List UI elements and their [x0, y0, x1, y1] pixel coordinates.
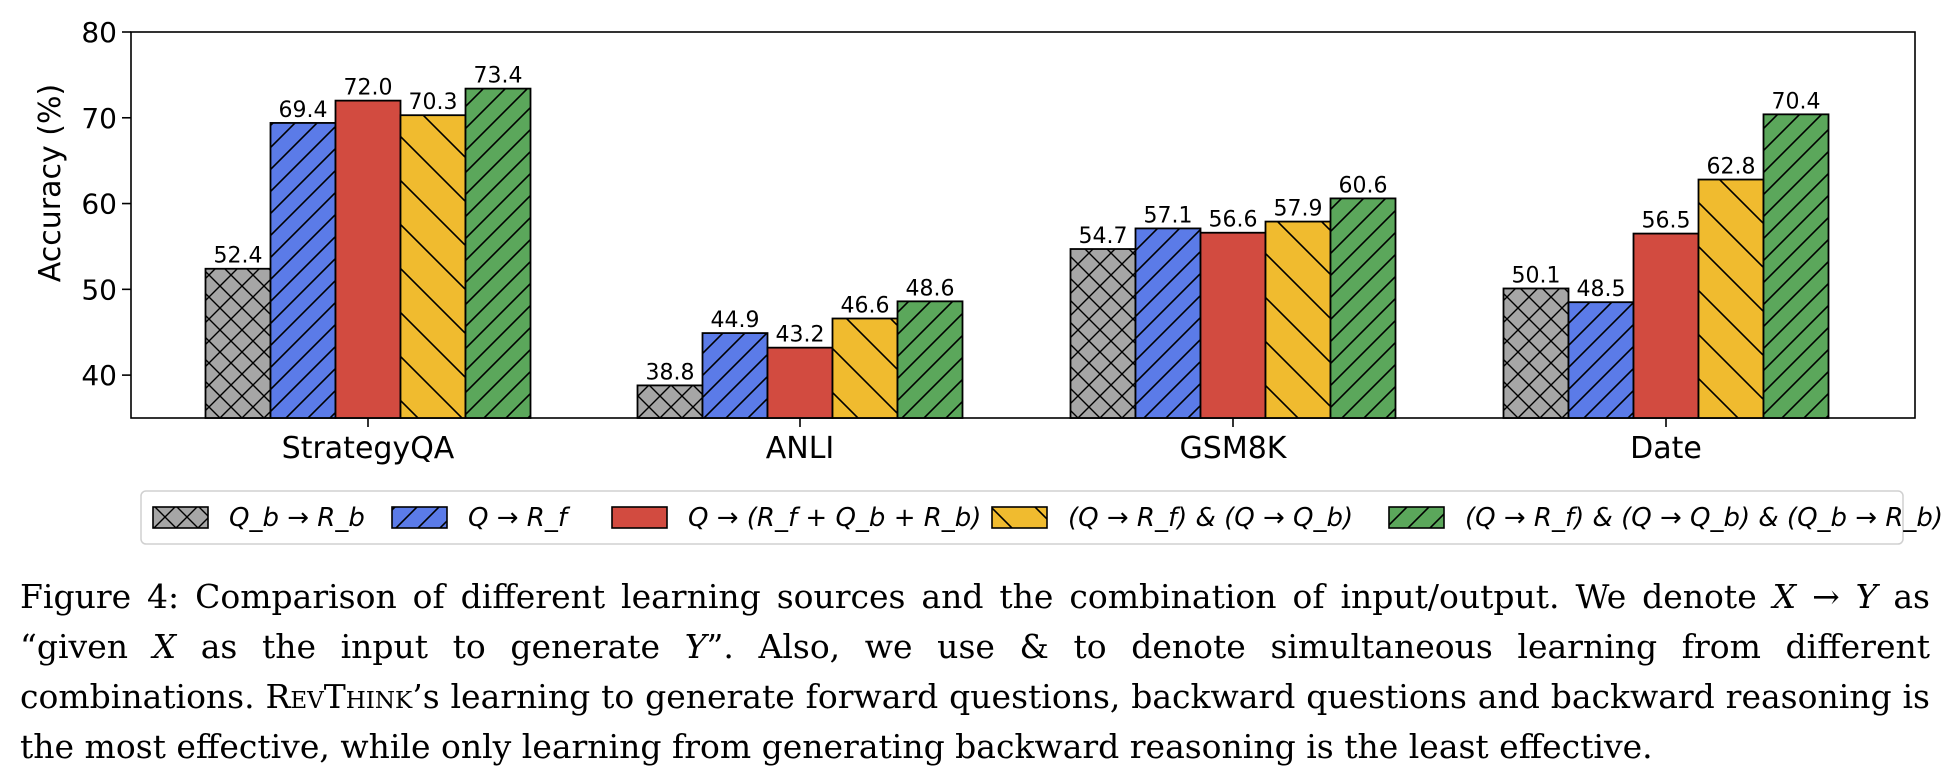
bar-chart: 52.4 38.8 54.7 50.1 69.4 44.9 57.1 48.5 72.0 43.2…: [33, 16, 1943, 545]
bar-label-gsm8k-series-3: 56.6: [1209, 208, 1258, 233]
caption-math-c: Y: [684, 627, 707, 666]
caption-brand: RevThink: [265, 677, 413, 716]
plot-frame: [130, 31, 1916, 419]
bar-label-gsm8k-series-1: 54.7: [1079, 224, 1128, 249]
bar-label-anli-series-2: 44.9: [711, 308, 760, 333]
legend-swatch-edge-1: [152, 506, 209, 529]
bar-hatch-strategyqa-series-4: [400, 115, 466, 419]
caption-text-e: ’s learning to generate forward question…: [20, 677, 1930, 766]
caption-label: Figure 4:: [20, 577, 180, 616]
bar-hatch-anli-series-2: [702, 333, 768, 418]
bar-strategyqa-series-3: [335, 100, 401, 418]
bar-hatch-date-series-2: [1568, 302, 1634, 418]
y-tick-label-50: 50: [81, 273, 117, 306]
bar-edge-strategyqa-series-5: [464, 87, 532, 419]
legend-entry-2: Q → R_f: [391, 503, 571, 533]
bar-hatch-strategyqa-series-1: [205, 268, 271, 418]
y-axis-label: Accuracy (%): [33, 84, 68, 282]
y-tick-label-40: 40: [81, 359, 117, 392]
bar-label-strategyqa-series-1: 52.4: [214, 244, 263, 269]
bar-label-date-series-2: 48.5: [1577, 277, 1626, 302]
x-tick-label-anli: ANLI: [766, 431, 835, 466]
bar-label-gsm8k-series-5: 60.6: [1339, 173, 1388, 198]
bar-hatch-date-series-4: [1698, 179, 1764, 418]
bar-hatch-gsm8k-series-4: [1265, 221, 1331, 418]
bar-label-gsm8k-series-4: 57.9: [1274, 197, 1323, 222]
bar-label-anli-series-1: 38.8: [646, 360, 695, 385]
bar-gsm8k-series-3: [1200, 232, 1266, 418]
bar-label-anli-series-5: 48.6: [906, 276, 955, 301]
legend-swatch-edge-3: [611, 506, 668, 529]
bar-edge-gsm8k-series-5: [1329, 197, 1397, 419]
figure-caption: Figure 4: Comparison of different learni…: [20, 572, 1930, 772]
bar-label-date-series-3: 56.5: [1642, 209, 1691, 234]
legend-label-5: (Q → R_f) & (Q → Q_b) & (Q_b → R_b): [1465, 503, 1943, 533]
bar-edge-date-series-5: [1762, 113, 1830, 419]
bars: [204, 87, 1830, 419]
legend-swatch-hatch-1: [153, 507, 208, 528]
x-tick-label-date: Date: [1630, 431, 1702, 466]
legend-swatch-edge-4: [991, 506, 1048, 529]
legend-label-1: Q_b → R_b: [229, 503, 365, 533]
y-tick-label-60: 60: [81, 188, 117, 221]
bar-label-date-series-1: 50.1: [1512, 263, 1561, 288]
legend-swatch-hatch-2: [392, 507, 447, 528]
legend-entry-1: Q_b → R_b: [152, 503, 365, 533]
legend-label-4: (Q → R_f) & (Q → Q_b): [1068, 503, 1353, 533]
bar-hatch-date-series-1: [1503, 288, 1569, 418]
caption-text-c: as the input to generate: [176, 627, 685, 666]
legend-entry-4: (Q → R_f) & (Q → Q_b): [991, 503, 1353, 533]
bar-label-strategyqa-series-5: 73.4: [474, 64, 523, 89]
bar-label-strategyqa-series-3: 72.0: [344, 76, 393, 101]
x-tick-label-gsm8k: GSM8K: [1180, 431, 1288, 466]
bar-label-date-series-4: 62.8: [1707, 155, 1756, 180]
legend-swatch-hatch-4: [992, 507, 1047, 528]
caption-text-a: Comparison of different learning sources…: [179, 577, 1773, 616]
plot-area: [130, 31, 1916, 419]
legend-entry-3: Q → (R_f + Q_b + R_b): [611, 503, 981, 533]
bar-label-strategyqa-series-4: 70.3: [409, 90, 458, 115]
legend-swatch-3: [612, 507, 667, 528]
legend: Q_b → R_b Q → R_f Q → (R_f + Q_b + R_b) (Q …: [140, 490, 1943, 545]
caption-text-d: ”. Also, we use & to denote simultaneous…: [20, 627, 1931, 716]
y-tick-label-70: 70: [81, 102, 117, 135]
bar-hatch-date-series-5: [1763, 114, 1829, 418]
caption-math-b: X: [152, 627, 177, 666]
bar-hatch-strategyqa-series-5: [465, 88, 531, 418]
bar-label-strategyqa-series-2: 69.4: [279, 98, 328, 123]
bar-hatch-strategyqa-series-2: [270, 122, 336, 419]
y-tick-label-80: 80: [81, 16, 117, 49]
legend-entry-5: (Q → R_f) & (Q → Q_b) & (Q_b → R_b): [1388, 503, 1943, 533]
legend-swatch-hatch-5: [1389, 507, 1444, 528]
bar-labels: 52.4 38.8 54.7 50.1 69.4 44.9 57.1 48.5 72.0 43.2…: [214, 64, 1821, 386]
bar-hatch-anli-series-1: [637, 385, 703, 418]
bar-label-date-series-5: 70.4: [1772, 89, 1821, 114]
bar-label-anli-series-3: 43.2: [776, 323, 825, 348]
bar-edge-anli-series-5: [896, 300, 964, 419]
x-axis: StrategyQA ANLI GSM8K Date: [282, 418, 1702, 466]
bar-label-anli-series-4: 46.6: [841, 293, 890, 318]
x-tick-label-strategyqa: StrategyQA: [282, 431, 455, 466]
bar-hatch-gsm8k-series-2: [1135, 228, 1201, 418]
legend-label-3: Q → (R_f + Q_b + R_b): [688, 503, 981, 533]
y-axis: 40 50 60 70 80: [81, 16, 131, 392]
bar-hatch-gsm8k-series-5: [1330, 198, 1396, 418]
bar-hatch-gsm8k-series-1: [1070, 249, 1136, 418]
bar-label-gsm8k-series-2: 57.1: [1144, 203, 1193, 228]
legend-swatch-edge-2: [391, 506, 448, 529]
legend-label-2: Q → R_f: [468, 503, 571, 533]
caption-text-b: as “given: [20, 577, 1930, 666]
caption-math-a: X → Y: [1772, 577, 1878, 616]
bar-hatch-anli-series-5: [897, 301, 963, 418]
bar-date-series-3: [1633, 233, 1699, 418]
legend-swatch-edge-5: [1388, 506, 1445, 529]
bar-hatch-anli-series-4: [832, 318, 898, 418]
bar-anli-series-3: [767, 347, 833, 418]
